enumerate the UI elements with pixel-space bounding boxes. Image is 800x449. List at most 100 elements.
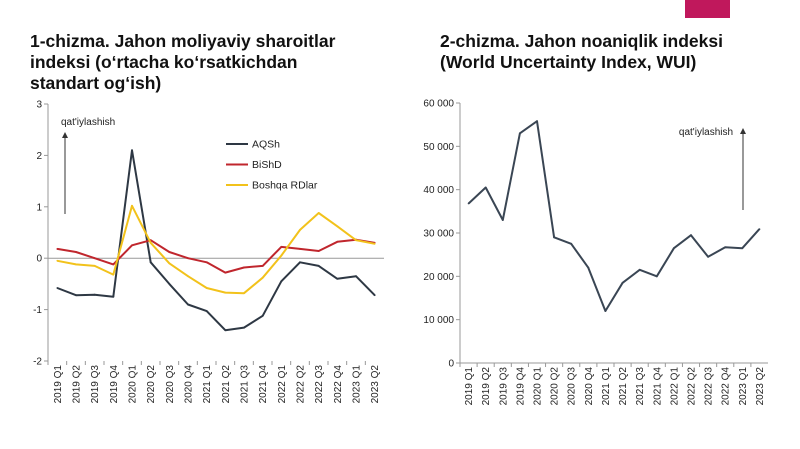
x-tick-label: 2020 Q3 [165,365,176,404]
data-point [355,239,357,242]
data-point [373,242,376,245]
data-point [112,273,115,276]
data-point [587,266,590,269]
data-point [187,303,189,306]
x-tick-label: 2022 Q4 [333,365,344,404]
chart1-title: 1-chizma. Jahon moliyaviy sharoitlar ind… [30,31,335,94]
data-point [317,265,320,267]
y-tick-label: 20 000 [423,272,454,283]
data-point [168,262,171,265]
series-line [57,204,375,295]
data-point [690,234,692,237]
x-tick-label: 2020 Q2 [146,365,157,404]
legend-label: AQSh [252,139,280,151]
data-point [707,255,710,258]
data-point [75,251,77,253]
data-point [536,120,538,123]
chart1-title-line: standart og‘ish) [30,73,162,93]
x-tick-label: 2021 Q1 [202,365,213,404]
x-tick-label: 2019 Q4 [515,367,526,406]
data-point [336,225,339,228]
data-point [604,310,607,312]
x-tick-label: 2019 Q2 [481,367,492,406]
x-tick-label: 2019 Q3 [498,367,509,406]
data-point [621,281,624,284]
series-line [56,149,376,332]
x-tick-label: 2022 Q1 [669,367,680,406]
data-point [317,250,320,252]
y-tick-label: 50 000 [423,142,454,153]
data-point [93,257,96,260]
data-point [56,259,59,262]
x-tick-label: 2020 Q3 [567,367,578,406]
y-tick-label: -1 [33,305,42,316]
data-point [205,287,208,289]
x-tick-label: 2019 Q1 [53,365,64,404]
data-point [112,295,115,298]
data-point [205,310,208,313]
data-point [187,275,189,278]
y-tick-label: 1 [36,202,42,213]
x-tick-label: 2021 Q2 [221,365,232,404]
data-point [655,275,658,278]
legend-label: Boshqa RDlar [252,180,318,192]
x-tick-label: 2020 Q2 [550,367,561,406]
data-point [299,248,301,250]
data-point [299,229,301,231]
y-tick-label: 3 [36,100,42,111]
y-tick-label: 30 000 [423,229,454,240]
x-tick-label: 2021 Q3 [240,365,251,404]
data-point [261,276,264,279]
chart2-title-line: (World Uncertainty Index, WUI) [440,52,697,72]
x-tick-label: 2023 Q1 [352,365,363,404]
data-point [261,314,264,317]
data-point [758,228,761,231]
data-point [355,275,357,278]
data-point [299,261,301,264]
chart1-title-line: 1-chizma. Jahon moliyaviy sharoitlar [30,31,336,51]
data-point [672,247,675,250]
data-point [243,292,245,295]
data-point [56,287,59,289]
chart2-title-line: 2-chizma. Jahon noaniqlik indeksi [440,31,723,51]
y-tick-label: 40 000 [423,185,454,196]
data-point [131,149,133,152]
data-point [317,212,320,214]
annotation-label: qat'iylashish [61,117,115,128]
x-tick-label: 2021 Q4 [652,367,663,406]
data-point [187,257,189,260]
data-point [336,277,339,280]
legend-label: BiShD [252,159,282,171]
annotation-label: qat'iylashish [679,127,733,138]
data-point [112,263,115,266]
data-point [75,294,77,297]
x-tick-label: 2022 Q3 [704,367,715,406]
data-point [336,240,339,243]
data-point [280,245,283,248]
data-point [570,242,573,245]
x-tick-label: 2020 Q1 [128,365,139,404]
x-tick-label: 2020 Q4 [584,367,595,406]
x-tick-label: 2021 Q2 [618,367,629,406]
data-point [224,271,227,274]
data-point [243,326,245,329]
data-point [168,283,171,285]
y-tick-label: 60 000 [423,99,454,110]
x-tick-label: 2019 Q3 [90,365,101,404]
tightening-arrow-head [62,132,68,138]
x-tick-label: 2022 Q1 [277,365,288,404]
data-point [553,236,556,239]
x-tick-label: 2022 Q4 [721,367,732,406]
data-point [484,186,487,189]
x-tick-label: 2020 Q1 [533,367,544,406]
data-point [638,268,641,271]
data-point [518,132,521,135]
data-point [131,244,133,247]
data-point [724,246,727,249]
x-tick-label: 2022 Q2 [296,365,307,404]
x-tick-label: 2023 Q2 [755,367,766,406]
data-point [93,265,96,267]
x-tick-label: 2019 Q1 [464,367,475,406]
